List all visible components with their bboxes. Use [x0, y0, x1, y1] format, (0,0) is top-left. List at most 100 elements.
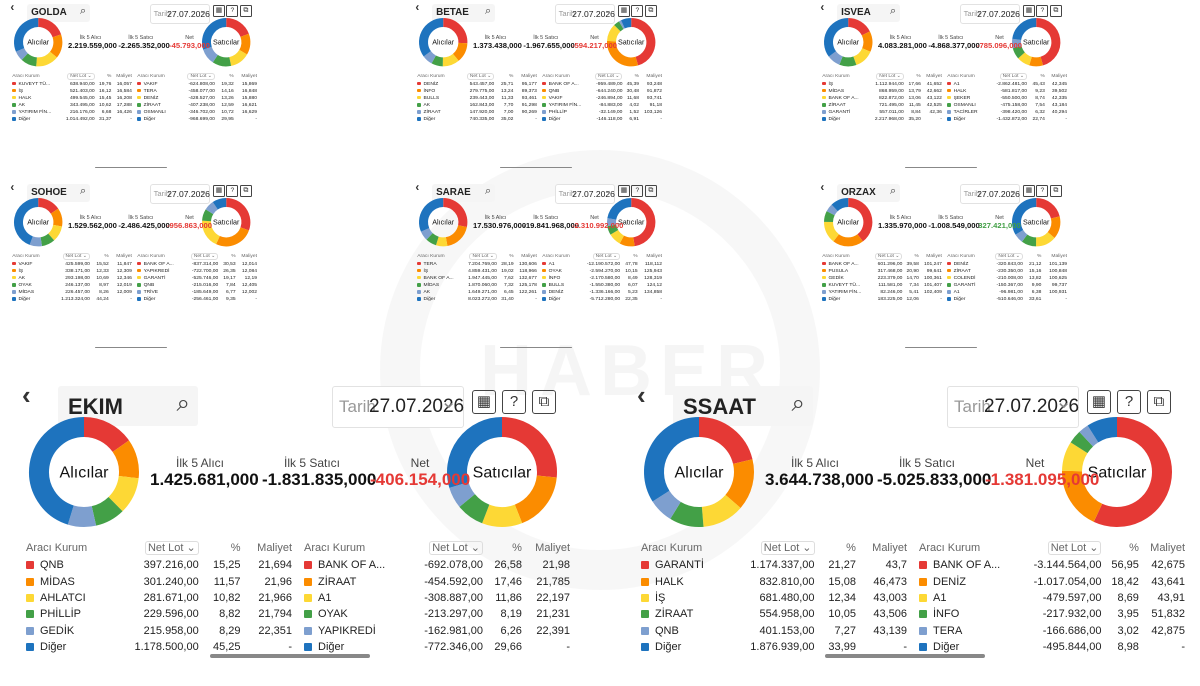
table-row[interactable]: ZİRAAT 554.958,00 10,05 43,506 — [639, 606, 909, 622]
table-row[interactable]: Diğer 2.217.968,00 35,20 - — [821, 116, 943, 123]
export-icon[interactable]: ⧉ — [1147, 390, 1171, 414]
col-header[interactable]: Net Lot ⌄ — [589, 72, 623, 81]
table-row[interactable]: Diğer -256.461,00 9,35 - — [136, 296, 258, 303]
table-row[interactable]: ZİRAAT -407.238,00 12,59 16,621 — [136, 102, 258, 109]
table-row[interactable]: BANK OF A... -692.078,00 26,58 21,98 — [302, 557, 572, 573]
back-button[interactable]: ‹ — [820, 180, 825, 194]
table-row[interactable]: ZİRAAT -230.350,00 15,16 100,848 — [946, 268, 1068, 275]
table-row[interactable]: BANK OF A... 822.872,00 13,06 43,122 — [821, 95, 943, 102]
search-icon[interactable]: ⌕ — [484, 5, 491, 18]
table-row[interactable]: VAKIF 425.599,00 15,52 11,847 — [11, 261, 133, 268]
col-header[interactable]: Net Lot ⌄ — [110, 538, 200, 557]
col-header[interactable]: Net Lot ⌄ — [869, 252, 903, 261]
horizontal-scrollbar[interactable] — [825, 654, 985, 658]
help-icon[interactable]: ? — [226, 5, 239, 18]
table-row[interactable]: İŞ 338.171,00 12,33 12,309 — [11, 268, 133, 275]
net-lot-sort[interactable]: Net Lot ⌄ — [190, 253, 219, 261]
table-row[interactable]: QNB 401.153,00 7,27 43,139 — [639, 623, 909, 639]
date-picker[interactable]: Tarih 27.07.2026 ⌄ — [332, 386, 464, 428]
table-row[interactable]: Diğer -968.699,00 29,95 - — [136, 116, 258, 123]
table-row[interactable]: İNFO -217.932,00 3,95 51,832 — [917, 606, 1187, 622]
chevron-down-icon[interactable]: ⌄ — [604, 185, 612, 196]
calendar-icon[interactable]: ▦ — [212, 5, 225, 18]
table-row[interactable]: TRİVE -185.649,00 6,77 12,002 — [136, 289, 258, 296]
net-lot-sort[interactable]: Net Lot ⌄ — [595, 73, 623, 81]
net-lot-sort[interactable]: Net Lot ⌄ — [144, 541, 199, 555]
help-icon[interactable]: ? — [631, 5, 644, 18]
calendar-icon[interactable]: ▦ — [212, 185, 225, 198]
table-row[interactable]: KUVEYT TÜ... 638.940,00 19,76 16,057 — [11, 81, 133, 88]
export-icon[interactable]: ⧉ — [1049, 5, 1062, 18]
net-lot-sort[interactable]: Net Lot ⌄ — [469, 253, 497, 261]
search-icon[interactable]: ⌕ — [79, 5, 86, 18]
chevron-down-icon[interactable]: ⌄ — [199, 5, 207, 16]
table-row[interactable]: OSMANLI -346.702,00 10,72 16,629 — [136, 109, 258, 116]
net-lot-sort[interactable]: Net Lot ⌄ — [1047, 541, 1102, 555]
date-picker[interactable]: Tarih 27.07.2026 ⌄ — [959, 183, 1021, 204]
net-lot-sort[interactable]: Net Lot ⌄ — [429, 541, 483, 555]
col-header[interactable]: Net Lot ⌄ — [407, 538, 485, 557]
table-row[interactable]: OYAK 246.137,00 8,97 12,019 — [11, 282, 133, 289]
ticker-search[interactable]: SARAE ⌕ — [431, 183, 495, 202]
export-icon[interactable]: ⧉ — [532, 390, 556, 414]
back-button[interactable]: ‹ — [820, 0, 825, 14]
net-lot-sort[interactable]: Net Lot ⌄ — [466, 73, 495, 81]
table-row[interactable]: OYAK -2.594.270,00 10,15 125,943 — [541, 268, 663, 275]
table-row[interactable]: HALK 832.810,00 15,08 46,473 — [639, 573, 909, 589]
table-row[interactable]: DENİZ -428.527,00 13,26 15,880 — [136, 95, 258, 102]
calendar-icon[interactable]: ▦ — [472, 390, 496, 414]
table-row[interactable]: BULLS 239.443,00 11,33 93,461 — [416, 95, 538, 102]
table-row[interactable]: PHİLLİP -32.149,00 1,52 103,126 — [541, 109, 663, 116]
table-row[interactable]: Diğer 1.876.939,00 33,99 - — [639, 639, 909, 655]
table-row[interactable]: GARANTİ 557.011,00 8,84 42,36 — [821, 109, 943, 116]
table-row[interactable]: Diğer 8.023.272,00 31,40 - — [416, 296, 538, 303]
ticker-search[interactable]: ORZAX ⌕ — [836, 183, 900, 202]
back-button[interactable]: ‹ — [22, 380, 31, 410]
table-row[interactable]: MİDAS 301.240,00 11,57 21,96 — [24, 573, 294, 589]
net-lot-sort[interactable]: Net Lot ⌄ — [874, 253, 903, 261]
table-row[interactable]: HALK 499.545,00 15,45 16,208 — [11, 95, 133, 102]
table-row[interactable]: A1 -479.597,00 8,69 43,91 — [917, 590, 1187, 606]
table-row[interactable]: GEDİK 223.379,00 14,70 100,361 — [821, 275, 943, 282]
table-row[interactable]: VAKIF -246.894,00 11,68 93,741 — [541, 95, 663, 102]
col-header[interactable]: Net Lot ⌄ — [727, 538, 817, 557]
table-row[interactable]: GARANTİ -525.746,00 19,17 12,19 — [136, 275, 258, 282]
table-row[interactable]: İŞ 1.112.944,00 17,66 41,652 — [821, 81, 943, 88]
col-header[interactable]: Net Lot ⌄ — [462, 252, 498, 261]
table-row[interactable]: İŞ 4.859.431,00 19,02 118,966 — [416, 268, 538, 275]
net-lot-sort[interactable]: Net Lot ⌄ — [187, 73, 215, 81]
help-icon[interactable]: ? — [502, 390, 526, 414]
table-row[interactable]: BANK OF A... -959.489,00 45,39 93,248 — [541, 81, 663, 88]
col-header[interactable]: Net Lot ⌄ — [177, 72, 216, 81]
table-row[interactable]: Diğer 183.225,00 12,06 - — [821, 296, 943, 303]
col-header[interactable]: Net Lot ⌄ — [183, 252, 219, 261]
table-row[interactable]: AK 293.198,00 10,69 12,346 — [11, 275, 133, 282]
table-row[interactable]: QNB 397.216,00 15,25 21,694 — [24, 557, 294, 573]
table-row[interactable]: QNB -644.240,00 30,48 91,872 — [541, 88, 663, 95]
col-header[interactable]: Net Lot ⌄ — [50, 252, 91, 261]
net-lot-sort[interactable]: Net Lot ⌄ — [995, 253, 1023, 261]
col-header[interactable]: Net Lot ⌄ — [986, 252, 1024, 261]
table-row[interactable]: TACİRLER -398.420,00 6,32 40,294 — [946, 109, 1068, 116]
back-button[interactable]: ‹ — [10, 0, 15, 14]
table-row[interactable]: GEDİK 215.958,00 8,29 22,351 — [24, 623, 294, 639]
help-icon[interactable]: ? — [1117, 390, 1141, 414]
table-row[interactable]: OSMANLI -475.158,00 7,54 43,184 — [946, 102, 1068, 109]
table-row[interactable]: Diğer -5.712.280,00 22,35 - — [541, 296, 663, 303]
table-row[interactable]: BANK OF A... 1.947.445,00 7,62 132,677 — [416, 275, 538, 282]
table-row[interactable]: YATIRIM FİN... -84.883,00 4,02 91,18 — [541, 102, 663, 109]
back-button[interactable]: ‹ — [637, 380, 646, 410]
ticker-search[interactable]: ISVEA ⌕ — [836, 3, 900, 22]
search-icon[interactable]: ⌕ — [484, 185, 491, 198]
table-row[interactable]: BULLS -1.550.380,00 6,07 124,12 — [541, 282, 663, 289]
table-row[interactable]: YAPIKREDİ -722.700,00 26,35 12,084 — [136, 268, 258, 275]
table-row[interactable]: Diğer -495.844,00 8,98 - — [917, 639, 1187, 655]
col-header[interactable]: Net Lot ⌄ — [578, 252, 621, 261]
table-row[interactable]: ZİRAAT 147.920,00 7,00 90,269 — [416, 109, 538, 116]
date-picker[interactable]: Tarih 27.07.2026 ⌄ — [149, 183, 211, 204]
net-lot-sort[interactable]: Net Lot ⌄ — [760, 541, 815, 555]
table-row[interactable]: TERA -458.077,00 14,16 16,848 — [136, 88, 258, 95]
table-row[interactable]: ZİRAAT -454.592,00 17,46 21,785 — [302, 573, 572, 589]
calendar-icon[interactable]: ▦ — [617, 5, 630, 18]
calendar-icon[interactable]: ▦ — [1022, 185, 1035, 198]
